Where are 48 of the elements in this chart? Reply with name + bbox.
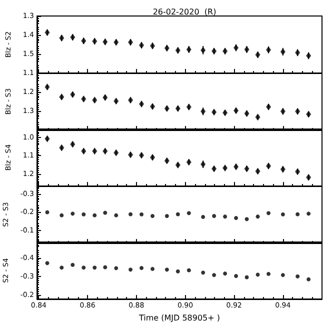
chart-title: 26-02-2020 (R) [152, 8, 216, 16]
point [82, 212, 86, 216]
point [296, 274, 300, 279]
point [212, 273, 216, 278]
point [140, 212, 144, 216]
point [201, 214, 206, 219]
point [103, 210, 108, 215]
point [234, 274, 238, 278]
point [280, 273, 285, 278]
point [223, 214, 228, 218]
point [266, 272, 271, 276]
point [60, 213, 64, 218]
point [256, 273, 260, 278]
x-axis-title: Time (MJD 58905+ ) [138, 314, 220, 323]
point [266, 210, 271, 215]
point [60, 266, 64, 270]
point [306, 211, 311, 216]
point [244, 276, 249, 280]
point [128, 212, 133, 216]
point [45, 262, 50, 266]
point [114, 266, 118, 271]
point [186, 210, 191, 215]
point [223, 272, 228, 276]
point [164, 214, 169, 218]
point [150, 267, 155, 272]
point [164, 268, 169, 272]
point [140, 266, 144, 270]
point [306, 278, 311, 282]
point [201, 271, 206, 276]
point [82, 266, 86, 270]
point [234, 216, 238, 220]
point [280, 212, 285, 216]
point [296, 212, 300, 216]
point [128, 268, 133, 272]
point [150, 214, 155, 218]
point [45, 210, 50, 214]
point [114, 213, 118, 218]
point [212, 214, 216, 218]
point [186, 268, 191, 273]
point [176, 212, 180, 216]
point [92, 266, 97, 270]
point [70, 263, 75, 268]
point [103, 266, 108, 270]
point [256, 214, 260, 218]
point [176, 270, 180, 274]
point [92, 213, 97, 218]
point [70, 211, 75, 216]
point [244, 216, 249, 221]
